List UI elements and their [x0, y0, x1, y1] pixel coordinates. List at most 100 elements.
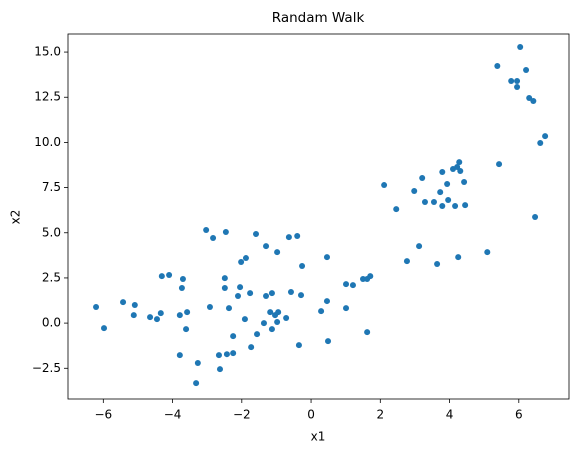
point	[294, 233, 301, 240]
point	[166, 272, 173, 279]
point	[462, 202, 469, 209]
point	[275, 309, 282, 316]
point	[153, 316, 160, 323]
point	[403, 258, 410, 265]
point	[216, 366, 223, 373]
point	[455, 254, 462, 261]
y-tick-label: 12.5	[34, 90, 61, 104]
point	[267, 309, 274, 316]
y-tick-label: 10.0	[34, 135, 61, 149]
y-tick-label: 5.0	[42, 225, 61, 239]
point	[130, 312, 137, 319]
point	[254, 331, 261, 338]
point	[183, 326, 190, 333]
point	[419, 175, 426, 182]
y-tick-label: 15.0	[34, 45, 61, 59]
point	[514, 77, 521, 84]
point	[349, 282, 356, 289]
point	[131, 302, 138, 309]
point	[530, 98, 537, 105]
x-tick-label: 6	[515, 408, 523, 422]
point	[517, 44, 524, 51]
point	[248, 344, 255, 351]
point	[223, 351, 230, 358]
x-tick-label: −4	[164, 408, 182, 422]
point	[381, 182, 388, 189]
point	[268, 326, 275, 333]
point	[457, 167, 464, 174]
point	[203, 227, 210, 234]
point	[225, 305, 232, 312]
point	[444, 180, 451, 187]
point	[445, 197, 452, 204]
point	[367, 273, 374, 280]
chart-title: Randam Walk	[272, 10, 365, 26]
y-tick-label: 0.0	[42, 316, 61, 330]
point	[437, 189, 444, 196]
point	[176, 352, 183, 359]
point	[285, 234, 292, 241]
point	[456, 159, 463, 166]
x-tick-label: −6	[94, 408, 112, 422]
point	[215, 352, 222, 359]
point	[230, 350, 237, 357]
point	[298, 292, 305, 299]
point	[508, 77, 515, 84]
point	[526, 94, 533, 101]
point	[157, 310, 164, 317]
point	[247, 290, 254, 297]
point	[274, 249, 281, 256]
point	[184, 309, 191, 316]
y-axis-label: x2	[9, 210, 23, 225]
point	[193, 380, 200, 387]
point	[263, 243, 270, 250]
point	[318, 308, 325, 315]
point	[523, 66, 530, 73]
point	[299, 263, 306, 270]
y-tick-label: 7.5	[42, 180, 61, 194]
point	[542, 133, 549, 140]
point	[147, 314, 154, 321]
point	[532, 214, 539, 221]
x-tick-label: 2	[376, 408, 384, 422]
point	[496, 161, 503, 168]
point	[439, 203, 446, 210]
point	[158, 273, 165, 280]
point	[230, 333, 237, 340]
point	[101, 325, 108, 332]
point	[260, 320, 267, 327]
point	[242, 255, 249, 262]
point	[221, 275, 228, 282]
point	[461, 178, 468, 185]
point	[287, 289, 294, 296]
point	[439, 169, 446, 176]
point	[323, 298, 330, 305]
point	[120, 299, 127, 306]
point	[253, 231, 260, 238]
x-tick-label: −2	[233, 408, 251, 422]
point	[206, 304, 213, 311]
point	[178, 285, 185, 292]
point	[393, 206, 400, 213]
point	[364, 329, 371, 336]
point	[421, 199, 428, 206]
point	[235, 293, 242, 300]
point	[343, 305, 350, 312]
point	[430, 199, 437, 206]
point	[237, 284, 244, 291]
point	[238, 259, 245, 266]
point	[283, 315, 290, 322]
point	[176, 312, 183, 319]
point	[434, 261, 441, 268]
y-tick-label: 2.5	[42, 270, 61, 284]
point	[416, 243, 423, 250]
point	[359, 276, 366, 283]
x-tick-label: 4	[446, 408, 454, 422]
point	[514, 83, 521, 90]
plot-frame	[67, 33, 570, 400]
point	[343, 281, 350, 288]
point	[323, 254, 330, 261]
point	[325, 338, 332, 345]
point	[484, 249, 491, 256]
